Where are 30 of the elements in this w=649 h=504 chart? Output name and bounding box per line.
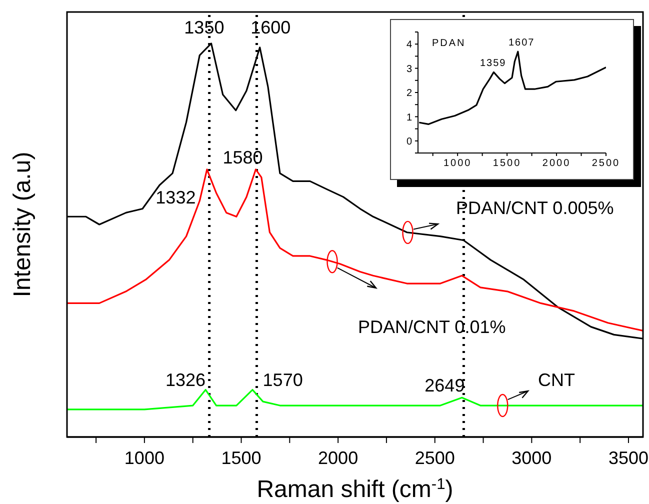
annotation: 1580 xyxy=(222,147,263,168)
annotation: 1326 xyxy=(166,370,206,390)
series-label: CNT xyxy=(538,370,575,390)
annotation: 1600 xyxy=(250,17,291,38)
x-tick-label: 2000 xyxy=(318,448,358,468)
text: PDAN xyxy=(432,38,466,49)
annotation: 1332 xyxy=(156,187,196,208)
x-tick-label: 1500 xyxy=(492,158,522,170)
y-tick-label: 0 xyxy=(406,136,412,148)
y-tick-label: 2 xyxy=(406,88,412,100)
y-tick-label: 4 xyxy=(406,40,412,51)
annotation: 1350 xyxy=(184,17,224,38)
x-tick-label: 1000 xyxy=(124,448,164,468)
annotation: 1570 xyxy=(262,370,303,390)
annotation: 1359 xyxy=(480,58,506,70)
x-tick-label: 3500 xyxy=(608,448,648,468)
x-tick-label: 2000 xyxy=(542,158,571,170)
annotation: 1607 xyxy=(508,38,535,49)
y-axis-title: Intensity (a.u) xyxy=(9,152,36,298)
y-tick-label: 1 xyxy=(406,112,412,124)
x-tick-label: 2500 xyxy=(592,158,620,170)
series-label: PDAN/CNT 0.005% xyxy=(456,198,614,218)
x-tick-label: 1500 xyxy=(221,448,262,468)
x-tick-label: 2500 xyxy=(414,448,455,468)
series-label: PDAN/CNT 0.01% xyxy=(358,317,506,337)
x-tick-label: 1000 xyxy=(443,158,472,170)
annotation: 2649 xyxy=(424,376,465,396)
y-tick-label: 3 xyxy=(406,64,412,75)
x-tick-label: 3000 xyxy=(512,448,552,468)
x-axis-title: Raman shift (cm$^{-1}$) xyxy=(256,476,454,503)
